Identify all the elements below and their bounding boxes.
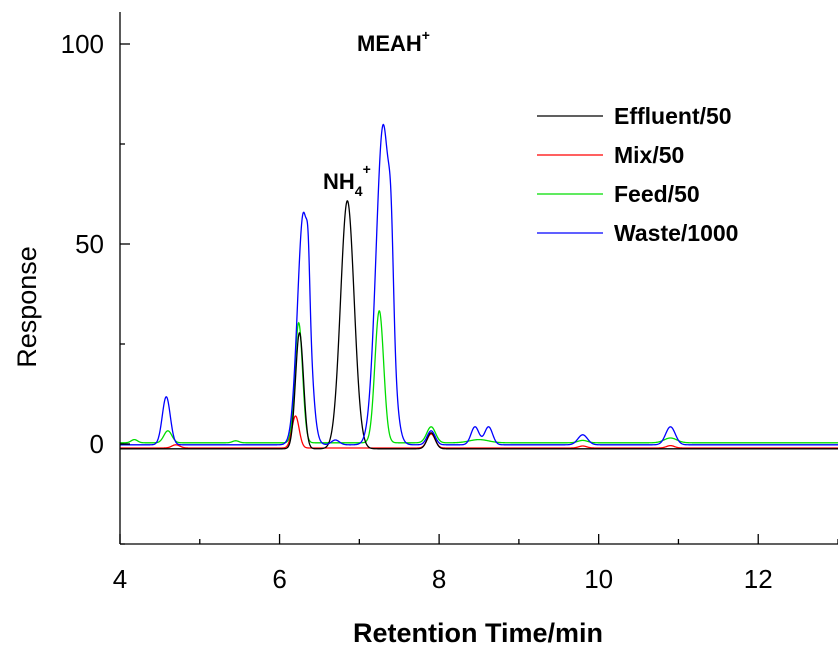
legend-label: Mix/50: [614, 142, 684, 168]
peak-label: NH4+: [323, 161, 371, 199]
legend-label: Feed/50: [614, 181, 700, 207]
axes: 4 6 8 10 12 0 50 100: [61, 12, 838, 594]
x-tick-label: 12: [744, 564, 773, 594]
legend: Effluent/50 Mix/50 Feed/50 Waste/1000: [537, 103, 738, 246]
legend-label: Waste/1000: [614, 220, 738, 246]
series-line-feed-50: [120, 310, 838, 444]
peak-annotations: NH4+ MEAH+: [323, 27, 430, 199]
y-axis-title: Response: [12, 246, 42, 368]
x-tick-label: 8: [432, 564, 446, 594]
x-tick-label: 6: [272, 564, 286, 594]
legend-label: Effluent/50: [614, 103, 732, 129]
x-tick-label: 10: [584, 564, 613, 594]
series-line-effluent-50: [120, 200, 838, 450]
series-lines: [120, 123, 838, 450]
x-tick-label: 4: [113, 564, 127, 594]
y-tick-label: 50: [75, 229, 104, 259]
x-axis-title: Retention Time/min: [353, 618, 603, 646]
y-tick-label: 100: [61, 29, 104, 59]
series-line-waste-1000: [120, 123, 838, 446]
y-tick-label: 0: [90, 429, 104, 459]
peak-label: MEAH+: [357, 27, 430, 56]
series-line-mix-50: [120, 415, 838, 449]
